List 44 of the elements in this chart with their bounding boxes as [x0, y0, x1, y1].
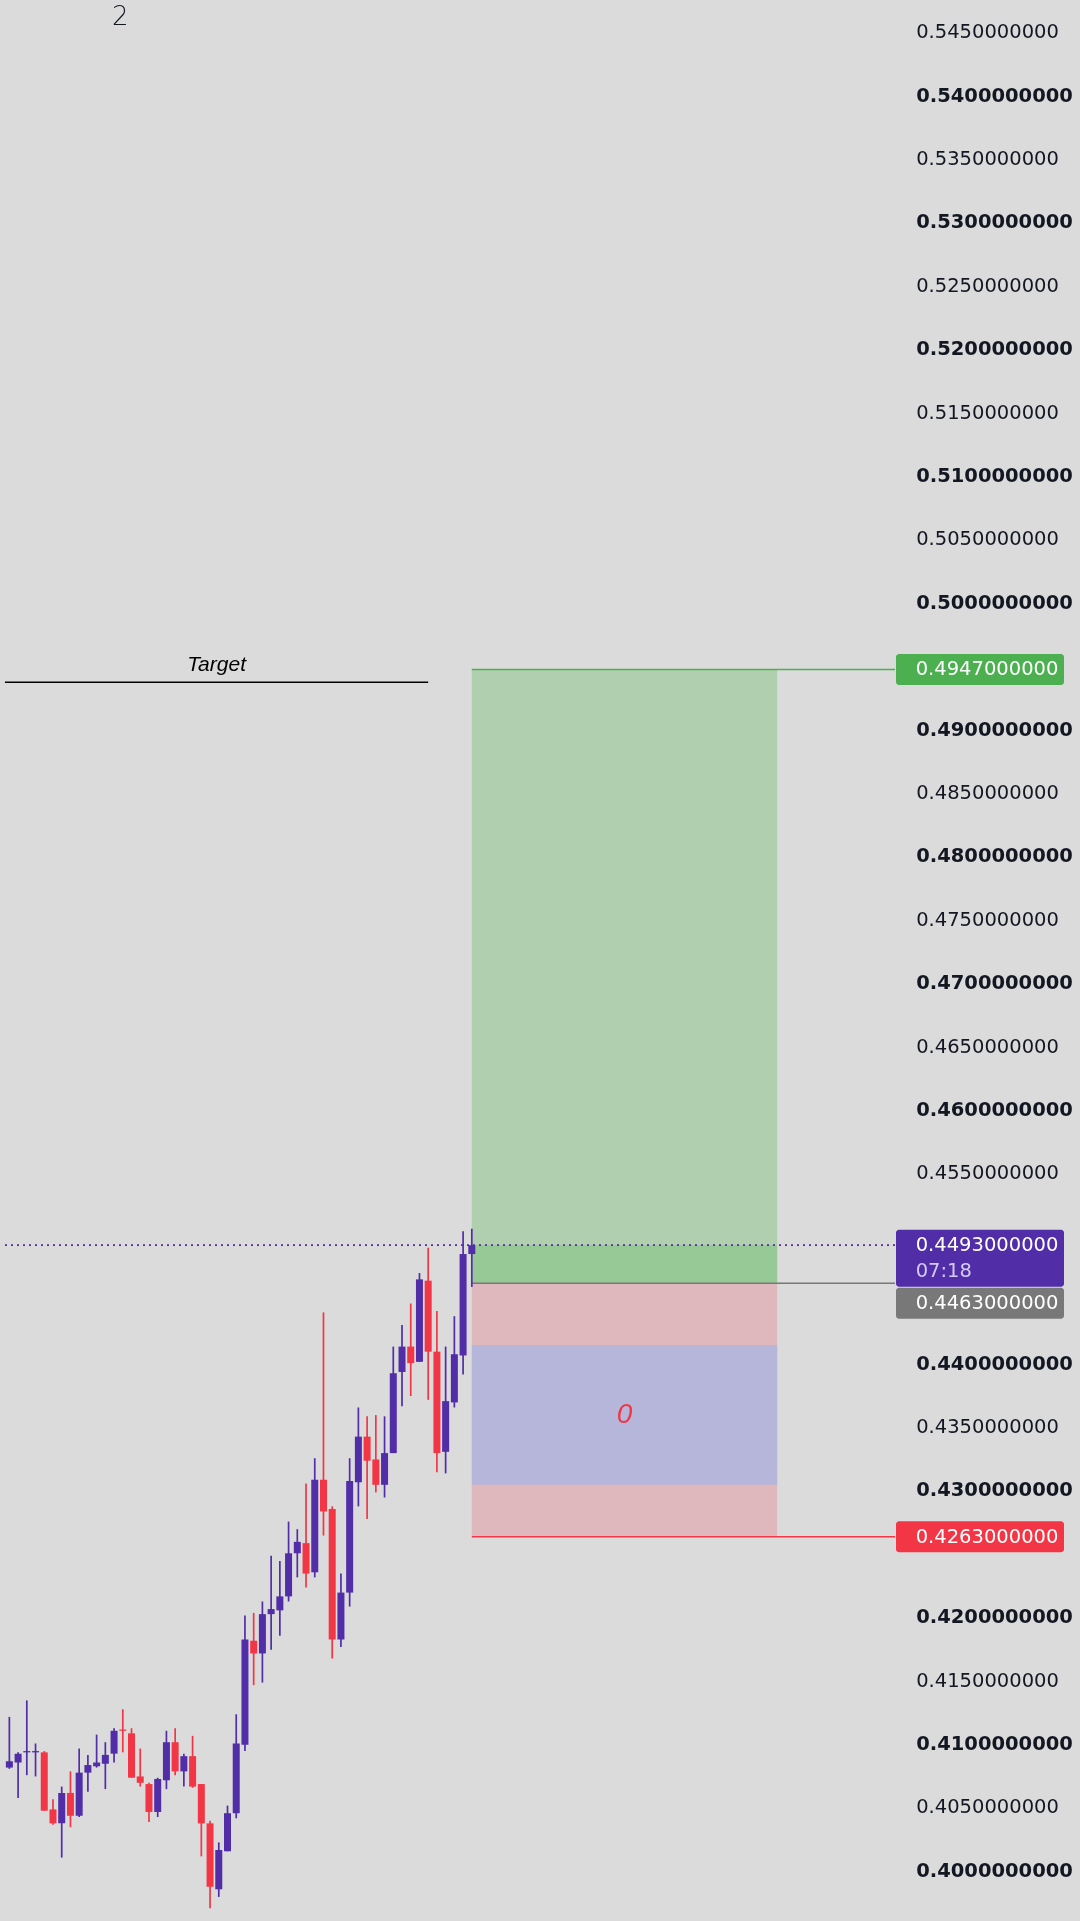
- y-tick-label: 0.4150000000: [916, 1668, 1059, 1692]
- ref-line-label: Target: [187, 652, 248, 676]
- y-tick-label: 0.4550000000: [916, 1161, 1059, 1185]
- candlestick: [101, 1741, 109, 1790]
- y-tick-label: 0.5000000000: [916, 590, 1073, 614]
- candlestick: [66, 1770, 74, 1829]
- y-tick-label: 0.4850000000: [916, 780, 1059, 804]
- ref-line-label: 0.4493000000 07:18: [915, 1233, 1059, 1283]
- candlestick: [180, 1752, 188, 1788]
- candlestick: [407, 1302, 415, 1397]
- y-tick-label: 0.4650000000: [916, 1034, 1059, 1058]
- y-tick-label: 0.4300000000: [916, 1478, 1073, 1502]
- y-tick-label: 0.4000000000: [916, 1858, 1073, 1882]
- y-tick-label: 0.5050000000: [916, 527, 1059, 551]
- y-tick-label: 0.4050000000: [916, 1795, 1059, 1819]
- y-tick-label: 0.4750000000: [916, 907, 1059, 931]
- candlestick: [5, 1716, 13, 1770]
- candlestick: [84, 1754, 92, 1793]
- ref-line-label: 0.4263000000: [915, 1524, 1059, 1548]
- y-tick-label: 0.5350000000: [916, 147, 1059, 170]
- ref-line-label: 0.4463000000: [915, 1291, 1059, 1315]
- y-tick-label: 0.5200000000: [916, 337, 1073, 361]
- y-tick-label: 0.5300000000: [916, 210, 1073, 234]
- y-tick-label: 0.4900000000: [916, 717, 1073, 741]
- candlestick: [250, 1612, 258, 1686]
- y-tick-label: 0.5450000000: [916, 20, 1059, 44]
- annotation: 2: [112, 1, 129, 31]
- candlestick: [14, 1751, 22, 1799]
- y-tick-label: 0.4600000000: [916, 1097, 1073, 1121]
- candlestick: [293, 1528, 301, 1579]
- band-label: 0: [616, 1398, 633, 1430]
- candlestick: [136, 1747, 144, 1788]
- y-tick-label: 0.5400000000: [916, 83, 1073, 107]
- ref-line-label: 0.4947000000: [915, 657, 1059, 681]
- y-tick-label: 0.5100000000: [916, 464, 1073, 487]
- y-tick-label: 0.4350000000: [916, 1414, 1059, 1438]
- y-tick-label: 0.4200000000: [916, 1605, 1073, 1629]
- y-tick-label: 0.4800000000: [916, 844, 1073, 868]
- y-tick-label: 0.4100000000: [916, 1731, 1073, 1755]
- y-tick-label: 0.4400000000: [916, 1351, 1073, 1375]
- y-tick-label: 0.5250000000: [916, 273, 1059, 297]
- candlestick: [110, 1727, 118, 1764]
- y-tick-label: 0.4700000000: [916, 971, 1073, 995]
- y-tick-label: 0.5150000000: [916, 400, 1059, 424]
